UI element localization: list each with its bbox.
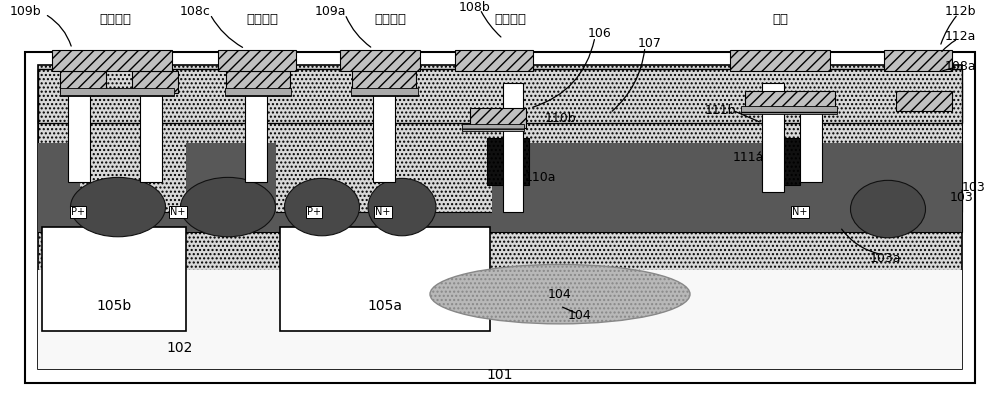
Text: 第二源极: 第二源极 [246,13,278,26]
Text: 108a: 108a [944,60,976,73]
Bar [38,271,962,369]
Bar [492,143,962,232]
Text: 107: 107 [638,37,662,50]
Text: 104: 104 [548,288,572,301]
Bar [503,83,523,212]
Bar [38,143,80,232]
Bar [38,83,962,212]
Bar [492,148,862,229]
Bar [42,227,186,331]
Text: 109a: 109a [314,4,346,18]
Text: 101: 101 [487,368,513,382]
Bar [896,91,952,111]
Bar [140,93,162,182]
Bar [884,50,952,72]
Bar [455,50,533,72]
Text: 衬底电极: 衬底电极 [99,13,131,26]
Text: 102: 102 [167,341,193,355]
Text: 第一源极: 第一源极 [374,13,406,26]
Text: 112b: 112b [944,4,976,18]
Bar [38,64,962,369]
Bar [373,93,395,182]
Text: 漏极: 漏极 [772,13,788,26]
Ellipse shape [70,177,166,237]
Text: 106: 106 [588,28,612,40]
Bar [218,50,296,72]
Ellipse shape [285,178,360,236]
Bar [470,108,526,128]
Text: 111a: 111a [732,151,764,164]
Text: 111b: 111b [704,104,736,117]
Text: N+: N+ [792,207,808,217]
Bar [462,124,524,131]
Bar [340,50,420,72]
Bar [800,93,822,182]
Text: 110b: 110b [544,111,576,124]
Bar [352,72,416,93]
Ellipse shape [180,177,276,237]
Bar [280,227,490,331]
Bar [68,93,90,182]
Text: 105b: 105b [96,299,132,313]
Ellipse shape [850,180,926,238]
Text: N+: N+ [375,207,391,217]
Bar [741,106,837,114]
Bar [730,50,830,72]
Text: P+: P+ [71,207,85,217]
Bar [60,72,106,93]
Bar [226,72,290,93]
Bar [38,143,962,232]
Bar [52,50,172,72]
Text: N+: N+ [170,207,186,217]
Text: 103: 103 [950,191,974,204]
Text: 109b: 109b [9,4,41,18]
Text: 110a: 110a [524,171,556,184]
Text: 112a: 112a [944,30,976,43]
Text: P+: P+ [307,207,321,217]
Bar [762,138,800,185]
Text: 第一栅极: 第一栅极 [494,13,526,26]
Bar [245,93,267,182]
Text: 103a: 103a [870,252,902,265]
Bar [186,143,276,232]
Bar [487,138,529,185]
Ellipse shape [368,178,436,236]
Bar [132,72,178,93]
Ellipse shape [430,264,690,324]
Bar [225,88,291,96]
Bar [38,68,962,123]
Bar [25,52,975,383]
Bar [351,88,418,96]
Text: 105a: 105a [368,299,402,313]
Bar [745,91,835,111]
Text: 104: 104 [568,309,592,322]
Text: 103: 103 [962,181,986,194]
Text: 108b: 108b [459,1,491,14]
Bar [60,88,174,96]
Text: 108c: 108c [180,4,210,18]
Bar [762,83,784,192]
